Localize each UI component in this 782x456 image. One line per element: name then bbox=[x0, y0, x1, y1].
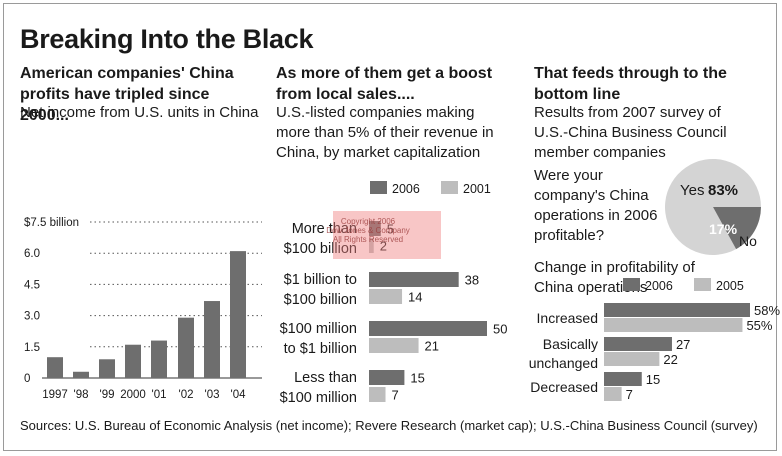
watermark-text: Copyright 2006 Dow Jones & Company All Rig… bbox=[326, 217, 410, 244]
legend-swatch-2006 bbox=[370, 181, 387, 194]
category-label: $1 billion to $100 billion bbox=[284, 272, 357, 308]
x-tick-label: '04 bbox=[231, 389, 247, 401]
middle-subheading: U.S.-listed companies making more than 5… bbox=[276, 104, 494, 161]
pie-label-yes: Yes bbox=[680, 182, 704, 199]
bar-2006 bbox=[604, 372, 642, 386]
legend-swatch-2005 bbox=[694, 278, 711, 291]
middle-heading: As more of them get a boost from local s… bbox=[276, 65, 493, 103]
x-tick-label: '98 bbox=[74, 389, 89, 401]
x-tick-label: 2000 bbox=[120, 389, 146, 401]
category-label: Basically unchanged bbox=[529, 336, 598, 371]
y-tick-label: 6.0 bbox=[24, 248, 40, 260]
value-label-2006: 15 bbox=[410, 371, 424, 386]
category-label: Less than $100 million bbox=[280, 370, 357, 406]
legend-label-2005: 2005 bbox=[716, 279, 744, 293]
income-bar bbox=[178, 317, 194, 378]
change-title: Change in profitability of China operati… bbox=[534, 259, 695, 296]
bar-2006 bbox=[369, 321, 487, 336]
bar-2006 bbox=[604, 337, 672, 351]
graphic-frame bbox=[3, 3, 777, 451]
left-subheading: Net income from U.S. units in China bbox=[20, 104, 259, 121]
pie-label-no: No bbox=[739, 233, 757, 249]
legend-label-2006: 2006 bbox=[645, 279, 673, 293]
x-tick-label: 1997 bbox=[42, 389, 68, 401]
value-label-2006: 58% bbox=[754, 303, 780, 318]
category-label: $100 million to $1 billion bbox=[280, 321, 357, 357]
income-bar bbox=[99, 359, 115, 378]
watermark-box bbox=[333, 211, 441, 259]
bar-2005 bbox=[604, 352, 660, 366]
bar-2001 bbox=[369, 238, 374, 253]
y-tick-label: 3.0 bbox=[24, 311, 40, 323]
category-label: Decreased bbox=[530, 379, 598, 395]
category-label: More than $100 billion bbox=[284, 221, 357, 257]
left-heading: American companies' China profits have t… bbox=[20, 65, 234, 124]
income-bar bbox=[47, 357, 63, 378]
value-label-2006: 15 bbox=[646, 372, 660, 387]
bar-2001 bbox=[369, 338, 419, 353]
value-label-2005: 7 bbox=[626, 387, 633, 402]
value-label-2006: 38 bbox=[465, 273, 479, 288]
sources-note: Sources: U.S. Bureau of Economic Analysi… bbox=[20, 418, 758, 433]
income-bar bbox=[230, 251, 246, 378]
pie-value-no: 17% bbox=[709, 221, 738, 237]
pie-slice-no bbox=[713, 207, 761, 250]
income-bar bbox=[151, 340, 167, 378]
main-title: Breaking Into the Black bbox=[20, 24, 314, 54]
income-bar bbox=[204, 301, 220, 378]
x-tick-label: '03 bbox=[205, 389, 220, 401]
value-label-2006: 5 bbox=[387, 222, 394, 237]
x-tick-label: '02 bbox=[179, 389, 194, 401]
bar-2005 bbox=[604, 318, 743, 332]
value-label-2006: 50 bbox=[493, 322, 507, 337]
right-subheading: Results from 2007 survey of U.S.-China B… bbox=[534, 104, 727, 161]
bar-2001 bbox=[369, 387, 386, 402]
pie-value-yes: 83% bbox=[708, 182, 738, 199]
legend-label-2001: 2001 bbox=[463, 182, 491, 196]
value-label-2006: 27 bbox=[676, 337, 690, 352]
value-label-2001: 14 bbox=[408, 290, 422, 305]
value-label-2001: 2 bbox=[380, 239, 387, 254]
bar-2006 bbox=[369, 221, 381, 236]
legend-swatch-2006 bbox=[623, 278, 640, 291]
y-tick-label: 0 bbox=[24, 373, 30, 385]
x-tick-label: '99 bbox=[100, 389, 115, 401]
category-label: Increased bbox=[537, 310, 598, 326]
value-label-2001: 21 bbox=[425, 339, 439, 354]
legend-label-2006: 2006 bbox=[392, 182, 420, 196]
value-label-2005: 55% bbox=[746, 318, 772, 333]
income-bar bbox=[125, 344, 141, 378]
y-tick-label: $7.5 billion bbox=[24, 217, 79, 229]
bar-2001 bbox=[369, 289, 403, 304]
y-tick-label: 4.5 bbox=[24, 279, 40, 291]
income-bar bbox=[73, 371, 89, 378]
bar-2006 bbox=[604, 303, 750, 317]
bar-2006 bbox=[369, 272, 459, 287]
right-heading: That feeds through to the bottom line bbox=[534, 65, 727, 103]
value-label-2001: 7 bbox=[392, 388, 399, 403]
bar-2005 bbox=[604, 387, 622, 401]
legend-swatch-2001 bbox=[441, 181, 458, 194]
value-label-2005: 22 bbox=[663, 352, 677, 367]
pie-question: Were your company's China operations in … bbox=[534, 167, 658, 244]
bar-2006 bbox=[369, 370, 405, 385]
y-tick-label: 1.5 bbox=[24, 342, 40, 354]
x-tick-label: '01 bbox=[152, 389, 167, 401]
